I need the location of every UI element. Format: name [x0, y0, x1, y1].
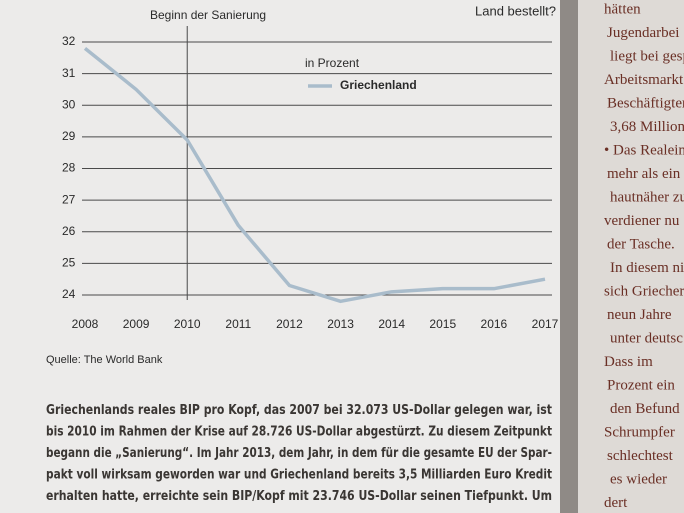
x-tick-label: 2009	[123, 317, 150, 331]
gutter	[560, 0, 578, 513]
x-tick-label: 2010	[174, 317, 201, 331]
side-line: hätten	[604, 1, 641, 17]
body-line: begann die „Sanierung“. Im Jahr 2013, de…	[46, 445, 552, 461]
x-tick-label: 2011	[225, 317, 251, 331]
side-line: In diesem ni	[610, 260, 684, 276]
side-line: den Befund	[610, 401, 680, 417]
y-tick-label: 30	[62, 97, 76, 111]
side-line: dert	[604, 495, 628, 511]
body-line: bis 2010 im Rahmen der Krise auf 28.726 …	[46, 424, 552, 440]
side-line: liegt bei gespe	[610, 48, 684, 64]
side-line: schlechtest	[607, 448, 674, 464]
y-tick-label: 28	[62, 161, 76, 175]
side-line: Schrumpfer	[604, 424, 675, 440]
y-tick-label: 31	[62, 66, 76, 80]
x-tick-label: 2013	[327, 317, 354, 331]
y-tick-label: 26	[62, 224, 76, 238]
body-line: Griechenlands reales BIP pro Kopf, das 2…	[46, 402, 552, 418]
side-line: hautnäher zu	[610, 189, 684, 205]
side-line: 3,68 Millionen	[610, 119, 684, 135]
y-tick-label: 24	[62, 287, 76, 301]
unit-note: in Prozent	[305, 56, 360, 70]
side-line: Prozent ein	[607, 377, 675, 393]
side-line: mehr als ein	[607, 166, 681, 182]
side-line: verdiener nu	[604, 213, 680, 229]
right-page	[578, 0, 684, 513]
y-tick-label: 29	[62, 129, 76, 143]
x-tick-label: 2008	[72, 317, 99, 331]
body-line: pakt voll wirksam geworden war und Griec…	[46, 467, 552, 483]
header-fragment: Land bestellt?	[475, 3, 556, 18]
data-line	[83, 46, 546, 304]
annotation: Beginn der Sanierung	[150, 8, 266, 22]
x-tick-label: 2016	[481, 317, 508, 331]
y-tick-label: 27	[62, 192, 76, 206]
side-line: Dass im	[604, 354, 653, 370]
body-line: erhalten hatte, erreichte sein BIP/Kopf …	[46, 488, 552, 504]
side-line: der Tasche.	[607, 236, 675, 252]
legend-label: Griechenland	[340, 78, 417, 92]
left-page	[0, 0, 566, 513]
side-line: • Das Realeink	[604, 142, 684, 158]
side-line: Arbeitsmarkt	[604, 72, 684, 88]
x-tick-label: 2017	[532, 317, 559, 331]
side-line: Jugendarbei	[607, 25, 679, 41]
source: Quelle: The World Bank	[46, 354, 163, 366]
x-tick-label: 2014	[378, 317, 405, 331]
x-tick-label: 2015	[429, 317, 456, 331]
x-tick-label: 2012	[276, 317, 303, 331]
side-line: neun Jahre	[607, 307, 672, 323]
y-tick-label: 32	[62, 34, 76, 48]
y-tick-label: 25	[62, 256, 76, 270]
side-line: es wieder	[610, 471, 667, 487]
side-line: unter deutsc	[610, 330, 683, 346]
side-line: Beschäftigten	[607, 95, 684, 111]
side-line: sich Griecher	[604, 283, 684, 299]
